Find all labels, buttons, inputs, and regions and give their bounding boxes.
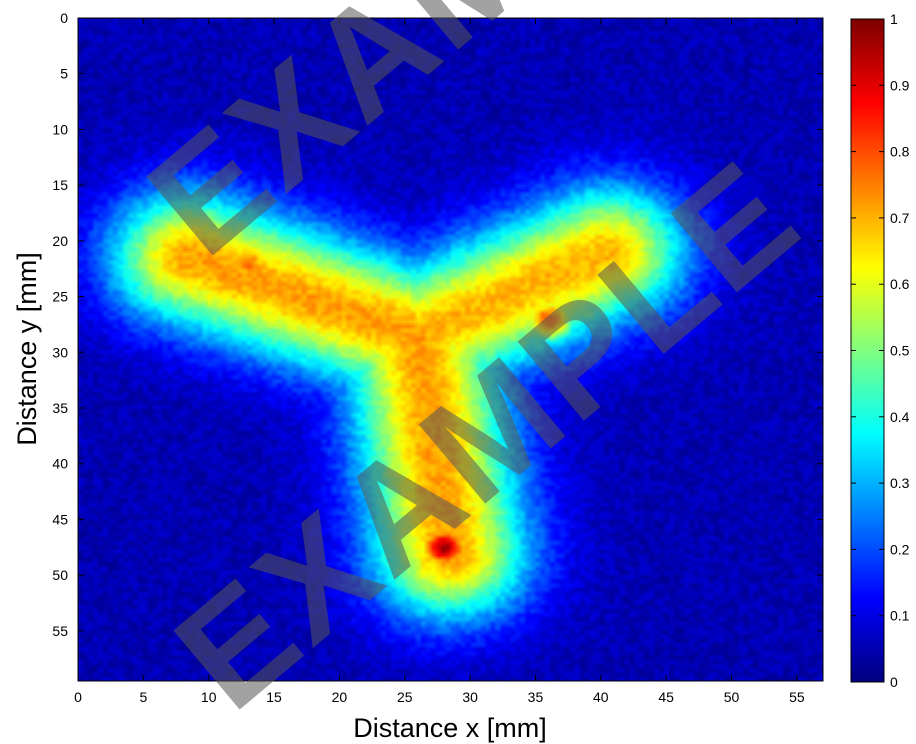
x-tick-label: 30	[462, 689, 478, 705]
colorbar-gradient	[851, 19, 884, 682]
x-tick-label: 10	[201, 689, 217, 705]
colorbar-tick-label: 0	[890, 674, 898, 690]
x-tick-label: 5	[139, 689, 147, 705]
colorbar	[850, 18, 885, 683]
colorbar-tick-label: 0.7	[890, 210, 910, 226]
x-tick-label: 55	[789, 689, 805, 705]
x-tick-label: 35	[528, 689, 544, 705]
x-tick-label: 0	[74, 689, 82, 705]
x-tick-label: 15	[266, 689, 282, 705]
heatmap-image	[78, 18, 823, 681]
y-tick-label: 25	[52, 289, 68, 305]
colorbar-tick-label: 0.9	[890, 77, 910, 93]
y-tick-label: 15	[52, 177, 68, 193]
y-tick-label: 50	[52, 567, 68, 583]
y-tick-label: 0	[60, 10, 68, 26]
colorbar-ticks: 0 0.1 0.2 0.3 0.4 0.5 0.6 0.7 0.8 0.9 1	[851, 11, 910, 690]
x-axis-ticks: 0 5 10 15 20 25 30 35 40 45 50 55	[74, 18, 805, 705]
colorbar-tick-label: 0.3	[890, 475, 910, 491]
y-tick-label: 40	[52, 456, 68, 472]
colorbar-tick-label: 0.2	[890, 541, 910, 557]
plot-frame	[77, 17, 824, 682]
colorbar-tick-label: 0.5	[890, 343, 910, 359]
x-tick-label: 50	[724, 689, 740, 705]
x-tick-label: 25	[397, 689, 413, 705]
x-tick-label: 45	[658, 689, 674, 705]
colorbar-tick-label: 0.6	[890, 276, 910, 292]
colorbar-tick-label: 0.4	[890, 409, 910, 425]
y-tick-label: 20	[52, 233, 68, 249]
y-tick-label: 30	[52, 344, 68, 360]
colorbar-tick-label: 0.8	[890, 144, 910, 160]
y-axis-title: Distance y [mm]	[12, 252, 42, 446]
x-tick-label: 40	[593, 689, 609, 705]
y-tick-label: 5	[60, 66, 68, 82]
y-tick-label: 35	[52, 400, 68, 416]
colorbar-tick-label: 0.1	[890, 608, 910, 624]
plot-area	[77, 17, 824, 682]
x-axis-title: Distance x [mm]	[353, 713, 547, 743]
y-tick-label: 55	[52, 623, 68, 639]
x-tick-label: 20	[332, 689, 348, 705]
y-tick-label: 10	[52, 121, 68, 137]
y-axis-ticks: 0 5 10 15 20 25 30 35 40 45 50 55	[52, 10, 823, 639]
y-tick-label: 45	[52, 511, 68, 527]
colorbar-tick-label: 1	[890, 11, 898, 27]
